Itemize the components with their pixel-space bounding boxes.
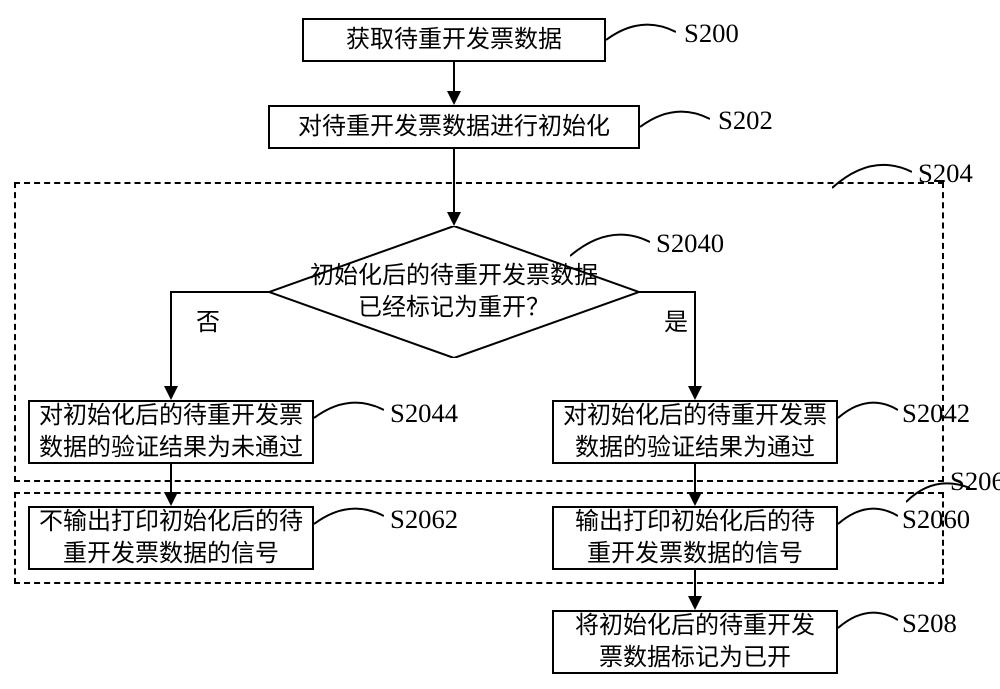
- edge-s2044-s2062: [170, 464, 172, 493]
- leader-s2042: [838, 396, 898, 426]
- edge-s202-s2040: [453, 149, 455, 213]
- edge-no-head: [164, 386, 178, 400]
- node-s2042: 对初始化后的待重开发票 数据的验证结果为通过: [552, 400, 838, 464]
- edge-s2042-s2060: [694, 464, 696, 493]
- node-s208: 将初始化后的待重开发 票数据标记为已开: [552, 610, 838, 674]
- label-s2042: S2042: [902, 398, 970, 429]
- label-s204: S204: [918, 158, 973, 189]
- node-s2062: 不输出打印初始化后的待 重开发票数据的信号: [28, 506, 314, 570]
- leader-s2060: [838, 502, 898, 532]
- node-s2040-text: 初始化后的待重开发票数据 已经标记为重开？: [310, 260, 598, 325]
- node-s2044-text: 对初始化后的待重开发票 数据的验证结果为未通过: [39, 400, 303, 465]
- label-s2062: S2062: [390, 504, 458, 535]
- edge-s2042-s2060-head: [688, 492, 702, 506]
- leader-s208: [838, 606, 898, 636]
- edge-s2044-s2062-head: [164, 492, 178, 506]
- label-s202: S202: [718, 105, 773, 136]
- leader-s204: [832, 158, 912, 192]
- node-s202-text: 对待重开发票数据进行初始化: [298, 111, 610, 143]
- node-s2060: 输出打印初始化后的待 重开发票数据的信号: [552, 506, 838, 570]
- edge-yes-head: [688, 386, 702, 400]
- label-s2044: S2044: [390, 398, 458, 429]
- edge-label-no: 否: [196, 302, 220, 337]
- label-s2040: S2040: [656, 228, 724, 259]
- node-s2044: 对初始化后的待重开发票 数据的验证结果为未通过: [28, 400, 314, 464]
- edge-yes-v: [694, 291, 696, 387]
- leader-s200: [606, 18, 676, 48]
- edge-s202-s2040-head: [447, 212, 461, 226]
- label-s206: S206: [950, 466, 1000, 497]
- label-s2060: S2060: [902, 504, 970, 535]
- node-s200-text: 获取待重开发票数据: [346, 24, 562, 56]
- edge-no-h: [171, 291, 269, 293]
- node-s200: 获取待重开发票数据: [302, 18, 606, 62]
- edge-no-v: [170, 291, 172, 387]
- edge-label-yes: 是: [664, 302, 688, 337]
- edge-s2060-s208: [694, 570, 696, 597]
- leader-s2040: [570, 228, 650, 262]
- edge-yes-h: [639, 291, 695, 293]
- edge-s200-s202: [453, 62, 455, 92]
- label-s208: S208: [902, 608, 957, 639]
- leader-s2044: [314, 396, 384, 426]
- leader-s202: [640, 105, 710, 135]
- node-s2042-text: 对初始化后的待重开发票 数据的验证结果为通过: [563, 400, 827, 465]
- flowchart-canvas: 获取待重开发票数据 对待重开发票数据进行初始化 对初始化后的待重开发票 数据的验…: [0, 0, 1000, 689]
- node-s2062-text: 不输出打印初始化后的待 重开发票数据的信号: [39, 506, 303, 571]
- edge-s200-s202-head: [447, 91, 461, 105]
- node-s2060-text: 输出打印初始化后的待 重开发票数据的信号: [575, 506, 815, 571]
- node-s208-text: 将初始化后的待重开发 票数据标记为已开: [575, 610, 815, 675]
- leader-s2062: [314, 502, 384, 532]
- node-s202: 对待重开发票数据进行初始化: [268, 105, 640, 149]
- label-s200: S200: [684, 18, 739, 49]
- edge-s2060-s208-head: [688, 596, 702, 610]
